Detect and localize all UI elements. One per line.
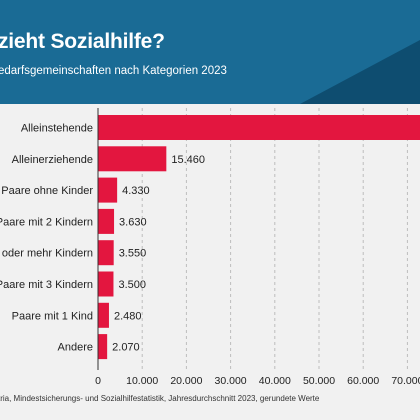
label-layer: Alleinstehende Alleinerziehende 15.460 Paar…: [0, 123, 205, 354]
x-tick-label: 70.000: [391, 375, 420, 387]
category-label: Paare mit 2 Kindern: [0, 216, 93, 228]
bar: [98, 146, 167, 172]
category-label: Alleinstehende: [21, 123, 93, 135]
chart-subtitle: edarfsgemeinschaften nach Kategorien 202…: [0, 65, 227, 77]
bar: [98, 115, 420, 140]
bar-layer: [98, 115, 420, 360]
bar: [98, 240, 114, 266]
category-label: Paare ohne Kinder: [1, 185, 93, 197]
header-banner: zieht Sozialhilfe? edarfsgemeinschaften …: [0, 0, 420, 104]
x-tick-label: 10.000: [126, 375, 158, 387]
bar: [98, 177, 118, 203]
header-accent-shape: [0, 0, 420, 104]
category-label: oder mehr Kindern: [2, 248, 93, 260]
grid-layer: [141, 108, 408, 370]
category-label: Paare mit 3 Kindern: [0, 279, 93, 291]
x-tick-label: 0: [95, 375, 101, 387]
data-label: 4.330: [122, 185, 150, 197]
header-dark-shape: [300, 40, 420, 104]
bar: [98, 334, 108, 360]
x-tick-label: 60.000: [347, 375, 379, 387]
bar: [98, 302, 109, 328]
data-label: 2.480: [114, 310, 142, 322]
data-label: 3.550: [119, 248, 147, 260]
x-tick-label: 40.000: [259, 375, 291, 387]
bar: [98, 271, 114, 297]
x-tick-label: 50.000: [303, 375, 335, 387]
data-label: 3.630: [119, 216, 147, 228]
header-background: [0, 0, 420, 104]
category-label: Alleinerziehende: [12, 154, 93, 166]
category-label: Andere: [58, 342, 93, 354]
x-tick-label: 30.000: [215, 375, 247, 387]
bar-chart: Alleinstehende Alleinerziehende 15.460 Paar…: [0, 108, 420, 387]
chart-title: zieht Sozialhilfe?: [0, 30, 165, 53]
data-label: 2.070: [112, 342, 140, 354]
data-label: 3.500: [118, 279, 146, 291]
bar: [98, 208, 115, 234]
axis-layer: 0 10.000 20.000 30.000 40.000 50.000 60.000 70.…: [95, 108, 420, 387]
category-label: Paare mit 1 Kind: [12, 310, 93, 322]
source-note: tria, Mindestsicherungs- und Sozialhilfe…: [0, 394, 320, 403]
data-label: 15.460: [171, 154, 205, 166]
x-tick-label: 20.000: [170, 375, 202, 387]
